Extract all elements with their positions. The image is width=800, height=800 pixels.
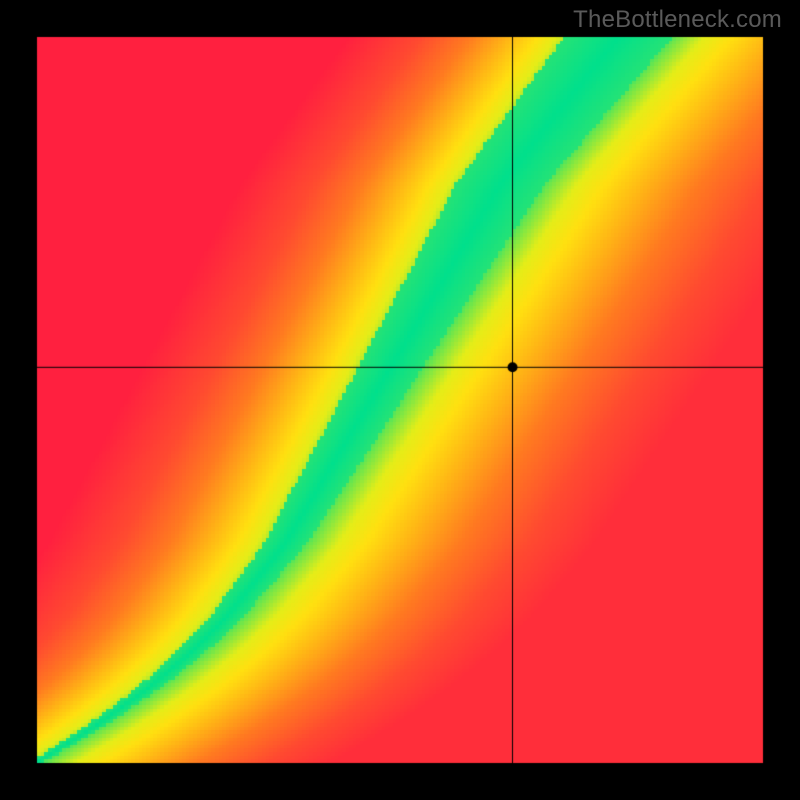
bottleneck-heatmap: [0, 0, 800, 800]
chart-container: TheBottleneck.com: [0, 0, 800, 800]
watermark-text: TheBottleneck.com: [573, 6, 782, 34]
